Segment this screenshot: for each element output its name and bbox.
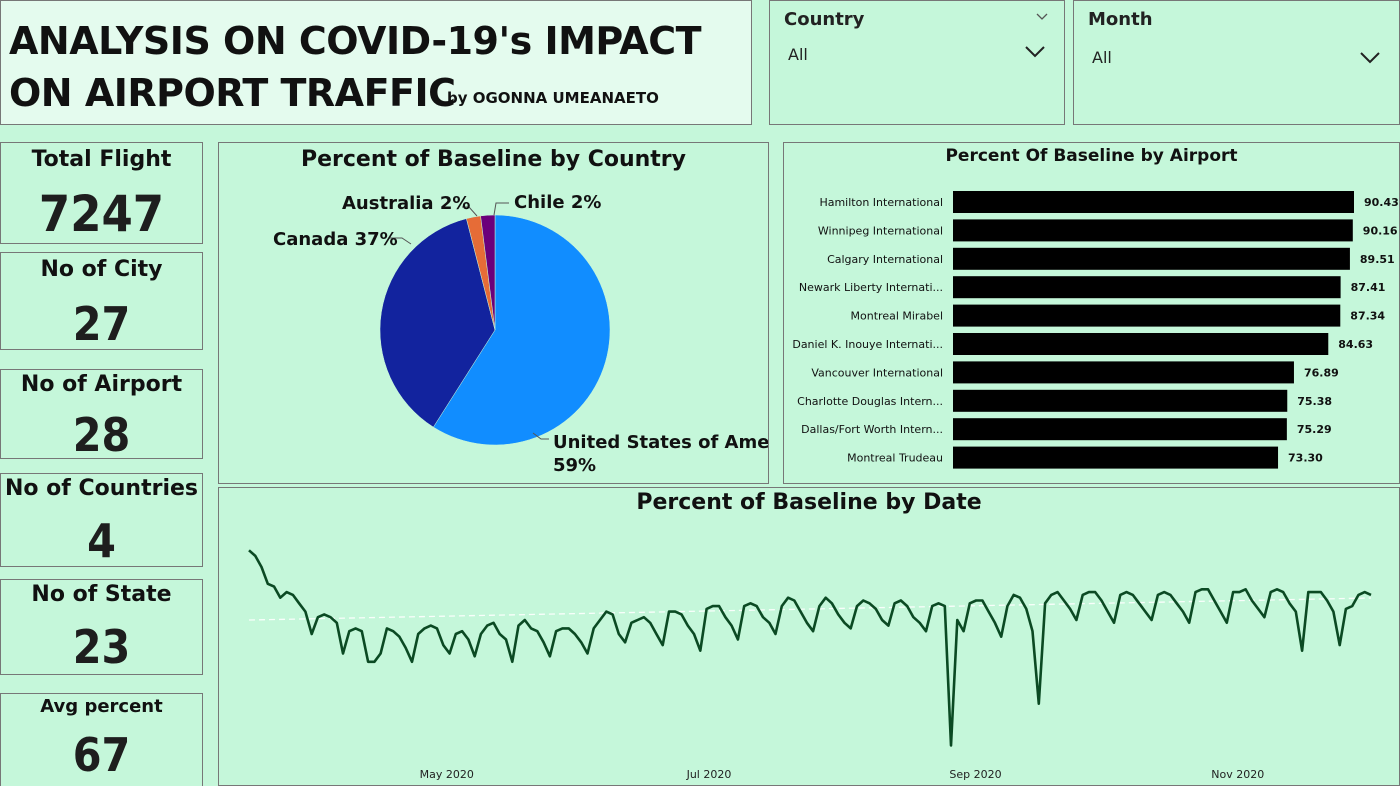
bar [953, 247, 1350, 270]
bar-category-label: Dallas/Fort Worth Intern... [801, 423, 943, 436]
chevron-down-icon[interactable] [1024, 45, 1046, 59]
bar-chart: Hamilton International 90.43 Winnipeg Inte… [792, 191, 1399, 469]
bar-category-label: Montreal Trudeau [847, 452, 943, 465]
bar-value-label: 75.29 [1297, 423, 1332, 436]
bar-value-label: 89.51 [1360, 253, 1395, 266]
kpi-value: 23 [72, 620, 131, 674]
bar [953, 276, 1341, 299]
pie-slice [379, 218, 496, 428]
bar-category-label: Daniel K. Inouye Internati... [792, 338, 943, 351]
bar [953, 333, 1329, 355]
bar [953, 418, 1287, 441]
bar-category-label: Newark Liberty Internati... [799, 281, 943, 294]
line-chart-panel: Percent of Baseline by Date May 2020 Jul … [218, 487, 1400, 786]
pie-data-label: 59% [553, 455, 596, 476]
kpi-label: Avg percent [40, 696, 163, 717]
month-dropdown-value[interactable]: All [1092, 48, 1112, 67]
bar [953, 191, 1354, 213]
chevron-down-icon[interactable] [1359, 51, 1381, 65]
bar-value-label: 75.38 [1297, 395, 1332, 408]
bar-chart-panel: Percent Of Baseline by Airport Hamilton … [783, 142, 1400, 484]
kpi-value: 28 [72, 408, 131, 462]
bar [953, 389, 1288, 412]
bar-category-label: Charlotte Douglas Intern... [797, 395, 943, 408]
pie-leader-line [462, 206, 478, 217]
bar-category-label: Montreal Mirabel [851, 310, 943, 323]
kpi-label: No of Countries [4, 476, 199, 501]
bar-value-label: 90.43 [1364, 196, 1399, 209]
kpi-total-flight: Total Flight 7247 [0, 142, 203, 244]
line-series [248, 549, 1372, 747]
bar-category-label: Calgary International [827, 253, 943, 266]
bar [953, 219, 1353, 242]
bar-value-label: 87.41 [1351, 281, 1386, 294]
kpi-no-of-airport: No of Airport 28 [0, 369, 203, 462]
country-dropdown-value[interactable]: All [788, 45, 808, 64]
kpi-no-of-city: No of City 27 [0, 252, 203, 351]
kpi-value: 67 [72, 728, 131, 782]
kpi-label: No of State [31, 582, 172, 607]
pie-leader-line [532, 432, 549, 440]
line-chart-title: Percent of Baseline by Date [636, 490, 982, 515]
bar [953, 361, 1294, 384]
x-tick-label: May 2020 [420, 768, 474, 781]
kpi-value: 7247 [38, 185, 165, 243]
x-tick-label: Sep 2020 [949, 768, 1001, 781]
pie-chart-title: Percent of Baseline by Country [300, 147, 687, 172]
bar [953, 446, 1279, 469]
country-slicer: Country All [769, 0, 1065, 125]
month-slicer-label: Month [1088, 9, 1153, 30]
kpi-no-of-state: No of State 23 [0, 579, 203, 675]
pie-data-label: Australia 2% [342, 193, 470, 214]
pie-chart: United States of Ame...59% Canada 37% Aust… [273, 192, 768, 476]
kpi-label: No of City [40, 257, 163, 282]
bar-chart-title: Percent Of Baseline by Airport [945, 146, 1238, 166]
line-chart: May 2020 Jul 2020 Sep 2020 Nov 2020 [248, 549, 1372, 781]
bar-value-label: 87.34 [1350, 310, 1385, 323]
kpi-value: 4 [87, 514, 116, 568]
bar-category-label: Winnipeg International [818, 224, 943, 237]
report-title: ANALYSIS ON COVID-19's IMPACT ON AIRPORT… [9, 19, 702, 115]
x-tick-label: Jul 2020 [686, 768, 732, 781]
bar-value-label: 90.16 [1363, 224, 1398, 237]
x-tick-label: Nov 2020 [1211, 768, 1264, 781]
pie-slice [433, 214, 611, 446]
bar-value-label: 84.63 [1338, 338, 1373, 351]
kpi-avg-percent: Avg percent 67 [0, 693, 203, 786]
kpi-value: 27 [72, 297, 131, 351]
month-slicer: Month All [1073, 0, 1400, 125]
report-byline: by OGONNA UMEANAETO [447, 89, 659, 107]
pie-slice [480, 214, 496, 331]
bar-category-label: Vancouver International [811, 366, 943, 379]
pie-leader-line [389, 237, 412, 245]
kpi-no-of-countries: No of Countries 4 [0, 473, 203, 568]
pie-data-label: Chile 2% [514, 192, 601, 213]
country-slicer-label: Country [784, 9, 865, 30]
chevron-down-icon[interactable] [1036, 11, 1048, 23]
pie-leader-line [493, 202, 509, 216]
bar-value-label: 73.30 [1288, 452, 1323, 465]
report-title-box: ANALYSIS ON COVID-19's IMPACT ON AIRPORT… [0, 0, 752, 125]
kpi-label: Total Flight [31, 147, 172, 172]
pie-chart-panel: Percent of Baseline by Country United St… [218, 142, 769, 484]
bar-category-label: Hamilton International [819, 196, 943, 209]
bar-value-label: 76.89 [1304, 366, 1339, 379]
trend-line [248, 597, 1372, 621]
pie-data-label: Canada 37% [273, 229, 398, 250]
bar [953, 304, 1341, 327]
pie-data-label: United States of Ame... [553, 432, 768, 453]
kpi-label: No of Airport [20, 372, 183, 397]
